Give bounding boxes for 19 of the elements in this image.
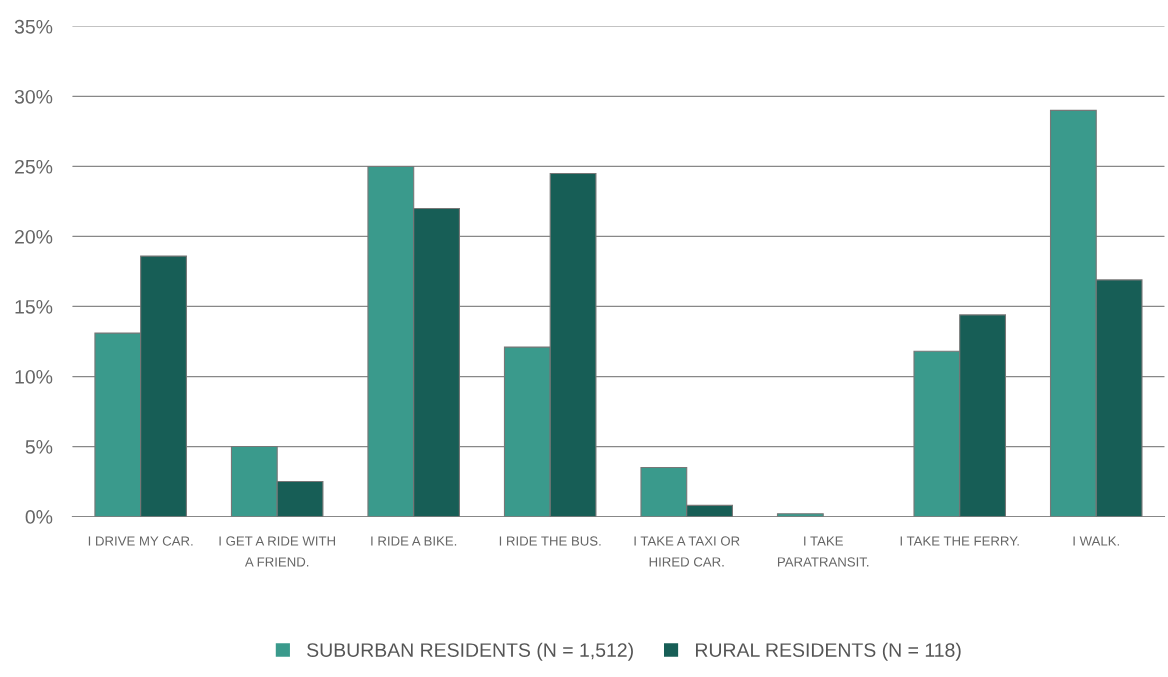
x-tick-label: I TAKE A TAXI OR HIRED CAR. [634, 536, 740, 567]
x-tick-label: I TAKE PARATRANSIT. [777, 536, 869, 567]
y-tick-label: 30% [14, 89, 53, 104]
x-tick-label: I WALK. [1073, 536, 1119, 546]
x-tick-label: I RIDE A BIKE. [371, 536, 457, 546]
y-tick-label: 10% [15, 369, 53, 384]
y-tick-label: 0% [25, 510, 53, 524]
y-tick-label: 20% [15, 229, 53, 244]
y-tick-label: 15% [15, 300, 53, 314]
y-tick-label: 5% [25, 440, 53, 454]
x-tick-label: I GET A RIDE WITH A FRIEND. [219, 536, 336, 567]
x-tick-label: I TAKE THE FERRY. [900, 536, 1019, 546]
x-tick-label: I RIDE THE BUS. [499, 536, 601, 546]
legend-label: RURAL RESIDENTS (N = 118) [696, 642, 961, 661]
legend-label: SUBURBAN RESIDENTS (N = 1,512) [307, 642, 633, 661]
x-tick-label: I DRIVE MY CAR. [88, 536, 193, 546]
bar [776, 513, 824, 517]
y-tick-label: 25% [15, 159, 53, 174]
y-tick-label: 35% [14, 19, 53, 34]
